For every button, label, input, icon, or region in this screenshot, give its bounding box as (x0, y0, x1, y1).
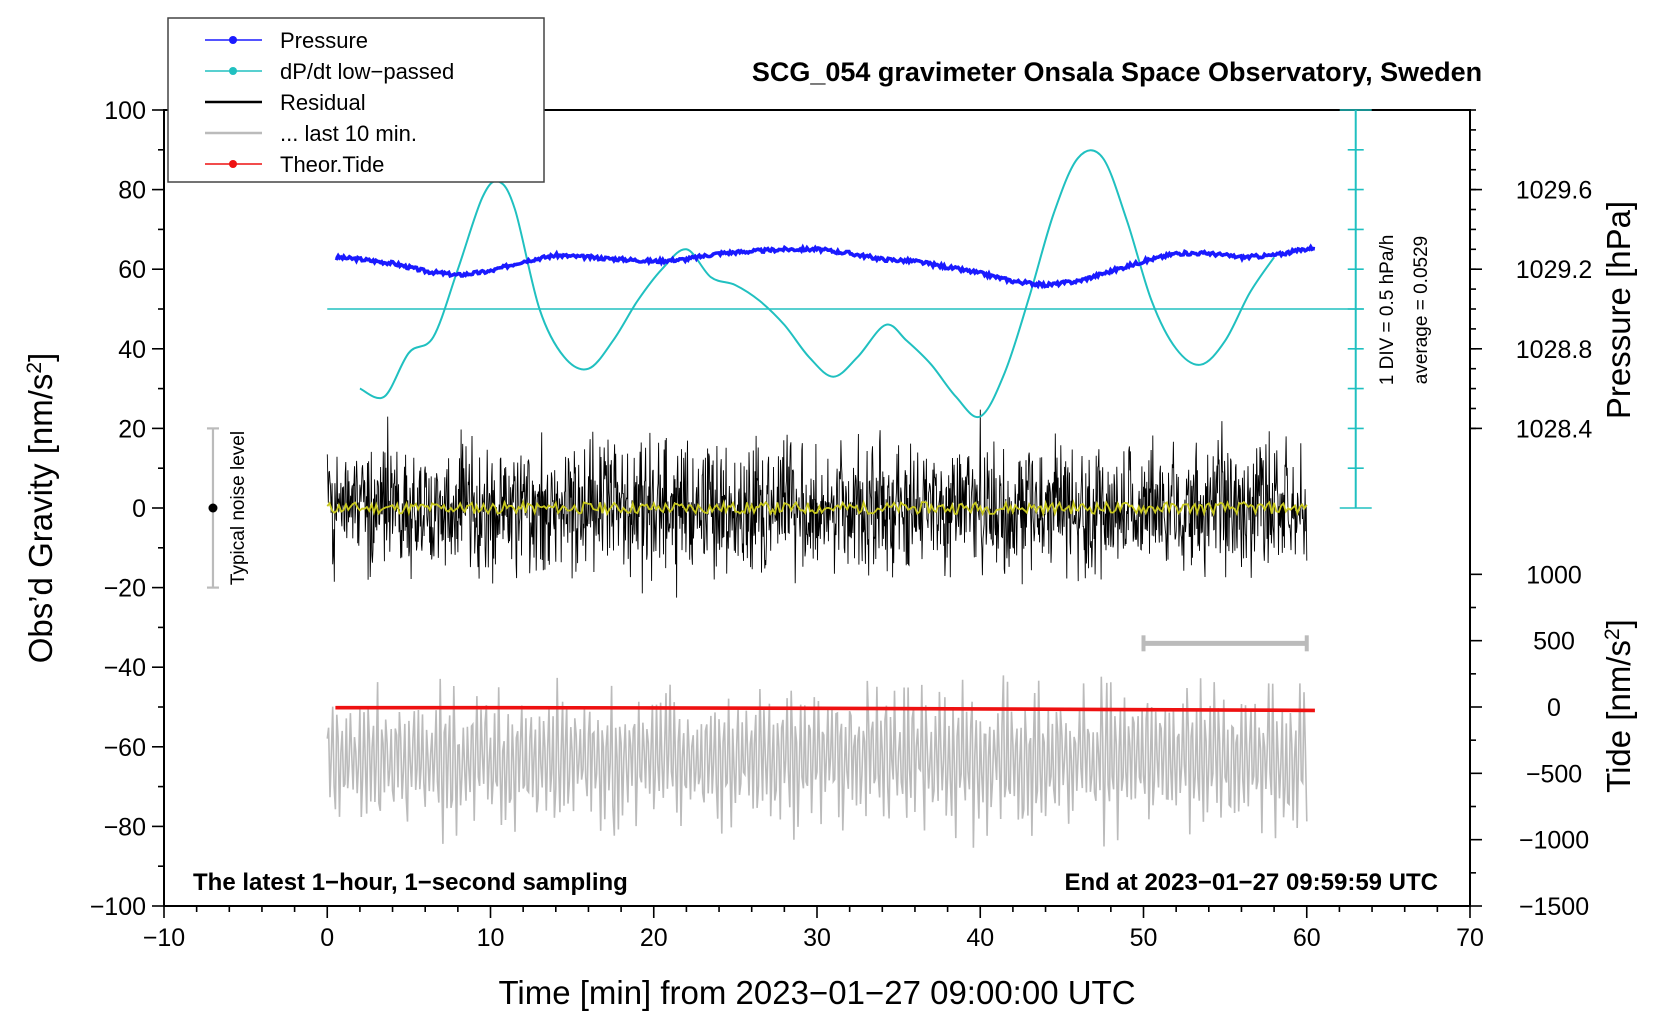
legend-swatch-marker (229, 160, 237, 168)
legend-items: Pressure dP/dt low−passed Residual ... last… (205, 28, 454, 177)
y-axis-gravity: −100 −80 −60 −40 −20 0 20 40 60 80 100 (90, 97, 164, 921)
theor-tide-line (335, 705, 1315, 713)
y-tick-label: 0 (132, 495, 146, 523)
tide-title-end: ] (1600, 619, 1637, 628)
y-tick-label: −60 (104, 734, 146, 762)
y-tick-label: 20 (118, 415, 146, 443)
legend-swatch-marker (229, 36, 237, 44)
average-annotation: average = 0.0529 (1411, 236, 1432, 384)
y-tick-label: −80 (104, 813, 146, 841)
pressure-tick-label: 1028.8 (1516, 336, 1592, 364)
tide-tick-label: 500 (1533, 628, 1575, 656)
legend-label: Residual (280, 90, 366, 115)
annotation-marks (206, 109, 1372, 652)
x-tick-label: 10 (477, 924, 505, 952)
x-axis-title: Time [min] from 2023−01−27 09:00:00 UTC (498, 974, 1135, 1011)
pressure-tick-label: 1029.6 (1516, 177, 1592, 205)
footer-left-note: The latest 1−hour, 1−second sampling (193, 869, 628, 896)
residual-line (326, 409, 1308, 598)
y-tick-label: 60 (118, 256, 146, 284)
gravity-title-end: ] (22, 353, 59, 362)
x-tick-label: 20 (640, 924, 668, 952)
legend: Pressure dP/dt low−passed Residual ... last… (167, 17, 545, 183)
x-tick-label: 50 (1130, 924, 1158, 952)
last-10-min-line (326, 675, 1308, 848)
legend-label: dP/dt low−passed (280, 59, 454, 84)
tide-series (335, 705, 1315, 713)
x-tick-label: 0 (320, 924, 334, 952)
x-tick-label: −10 (143, 924, 185, 952)
x-tick-label: 60 (1293, 924, 1321, 952)
y-tick-label: −40 (104, 654, 146, 682)
div-annotation: 1 DIV = 0.5 hPa/h (1377, 235, 1398, 386)
legend-box (167, 17, 545, 183)
y-tick-label: 100 (104, 97, 146, 125)
y-tick-label: −100 (90, 893, 146, 921)
tide-tick-label: −500 (1526, 760, 1582, 788)
gravity-title-sup: 2 (23, 362, 46, 374)
residual-smoothed-series (326, 498, 1308, 518)
x-axis: −10 0 10 20 30 40 50 60 70 (143, 906, 1484, 952)
y-axis-pressure: 1028.4 1028.8 1029.2 1029.6 (1470, 109, 1593, 443)
noise-level-label: Typical noise level (228, 431, 249, 585)
legend-label: Pressure (280, 28, 368, 53)
noise-level-dot (208, 503, 218, 513)
dpdt-line (359, 149, 1275, 419)
x-tick-label: 70 (1456, 924, 1484, 952)
tide-title-main: Tide [nm/s (1600, 640, 1637, 793)
y-axis-tide: −1500 −1000 −500 0 500 1000 (1470, 561, 1589, 921)
tide-title-sup: 2 (1601, 628, 1624, 640)
y-tick-label: −20 (104, 575, 146, 603)
x-tick-label: 40 (966, 924, 994, 952)
y-axis-pressure-title: Pressure [hPa] (1600, 201, 1637, 419)
y-tick-label: 80 (118, 177, 146, 205)
legend-label: ... last 10 min. (280, 121, 417, 146)
y-axis-tide-title: Tide [nm/s2] (1600, 619, 1637, 793)
footer-right-note: End at 2023−01−27 09:59:59 UTC (1064, 869, 1438, 896)
tide-tick-label: 1000 (1526, 561, 1582, 589)
residual-smoothed-line (326, 498, 1308, 518)
y-tick-label: 40 (118, 336, 146, 364)
y-axis-gravity-title: Obs’d Gravity [nm/s2] (22, 353, 59, 664)
pressure-line (334, 243, 1316, 290)
chart-title: SCG_054 gravimeter Onsala Space Observat… (752, 57, 1482, 87)
legend-swatch-marker (229, 67, 237, 75)
pressure-tick-label: 1028.4 (1516, 415, 1593, 443)
legend-label: Theor.Tide (280, 152, 384, 177)
pressure-tick-label: 1029.2 (1516, 256, 1592, 284)
pressure-series (334, 243, 1316, 290)
last-10-min-series (326, 675, 1308, 848)
dpdt-series (327, 149, 1364, 419)
tide-tick-label: −1500 (1519, 893, 1589, 921)
x-tick-label: 30 (803, 924, 831, 952)
gravity-title-main: Obs’d Gravity [nm/s (22, 374, 59, 664)
tide-tick-label: 0 (1547, 694, 1561, 722)
tide-tick-label: −1000 (1519, 827, 1589, 855)
residual-series (326, 409, 1308, 598)
